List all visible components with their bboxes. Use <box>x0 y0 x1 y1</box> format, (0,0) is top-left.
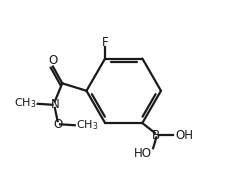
Text: B: B <box>152 129 160 142</box>
Text: CH$_3$: CH$_3$ <box>76 119 99 132</box>
Text: O: O <box>53 118 62 131</box>
Text: F: F <box>102 36 108 49</box>
Text: CH$_3$: CH$_3$ <box>14 97 36 110</box>
Text: N: N <box>50 98 59 111</box>
Text: OH: OH <box>175 129 193 142</box>
Text: HO: HO <box>134 147 152 160</box>
Text: O: O <box>48 53 58 67</box>
